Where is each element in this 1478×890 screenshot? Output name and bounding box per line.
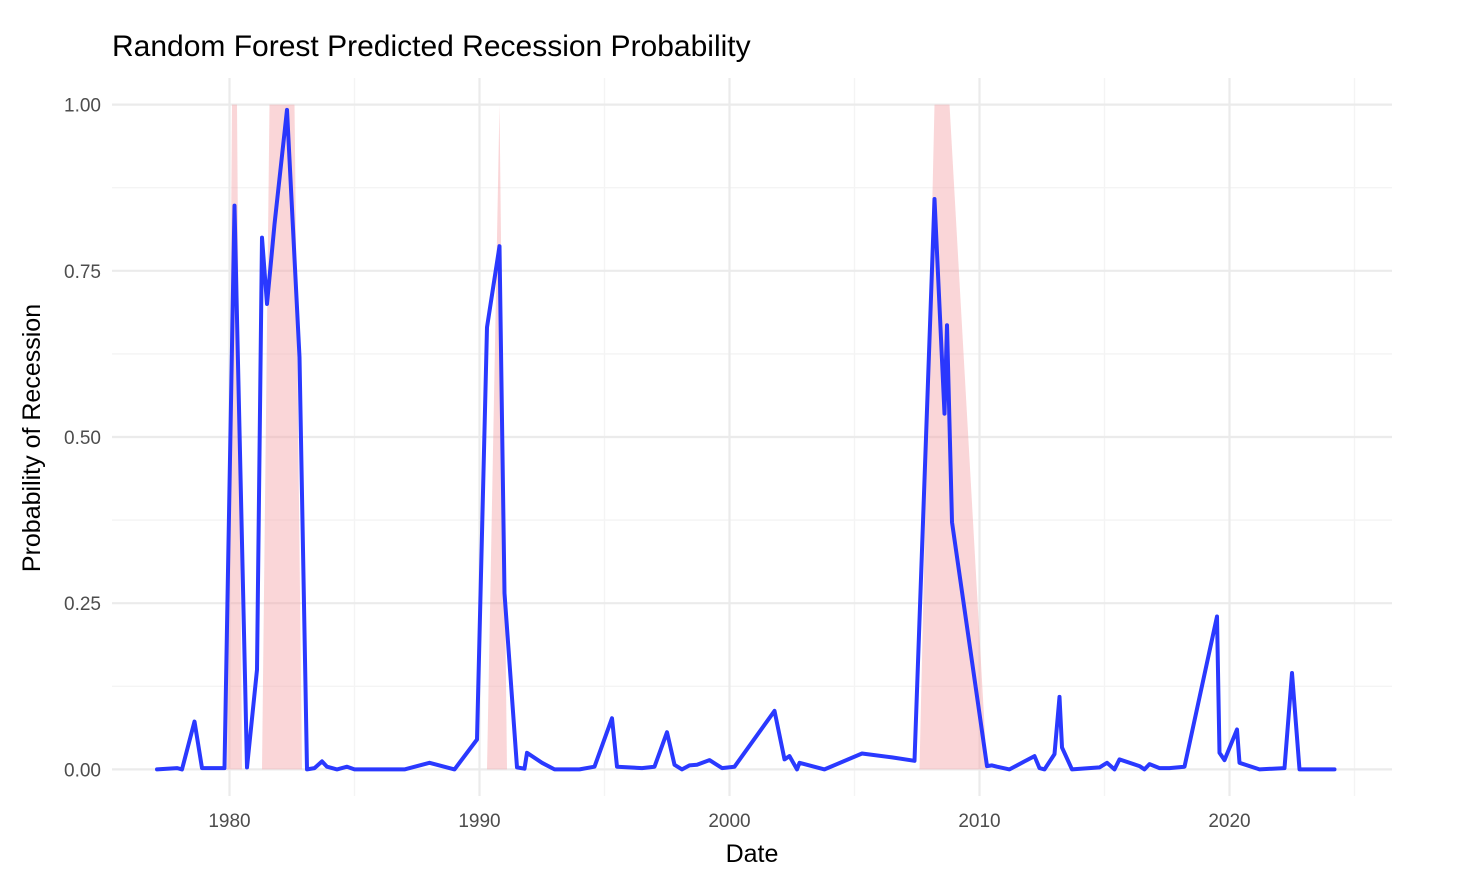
probability-line xyxy=(155,107,1337,772)
x-tick-label: 2010 xyxy=(958,811,1000,832)
recession-band xyxy=(262,104,302,770)
y-axis-label: Probability of Recession xyxy=(18,304,46,572)
x-axis-label: Date xyxy=(726,840,779,868)
y-tick-label: 0.50 xyxy=(64,428,101,449)
x-tick-label: 1980 xyxy=(208,811,250,832)
recession-band xyxy=(227,104,242,770)
y-axis-ticks: 0.00 0.25 0.50 0.75 1.00 xyxy=(64,96,101,782)
recession-band xyxy=(487,104,507,770)
y-tick-label: 0.00 xyxy=(64,760,101,781)
series-lines xyxy=(155,107,1337,772)
x-axis-ticks: 1980 1990 2000 2010 2020 xyxy=(208,811,1250,832)
chart-title: Random Forest Predicted Recession Probab… xyxy=(112,30,751,63)
grid xyxy=(112,78,1392,796)
x-tick-label: 2020 xyxy=(1208,811,1250,832)
y-tick-label: 0.75 xyxy=(64,262,101,283)
y-tick-label: 1.00 xyxy=(64,96,101,117)
x-tick-label: 2000 xyxy=(708,811,750,832)
x-tick-label: 1990 xyxy=(458,811,500,832)
y-tick-label: 0.25 xyxy=(64,594,101,615)
